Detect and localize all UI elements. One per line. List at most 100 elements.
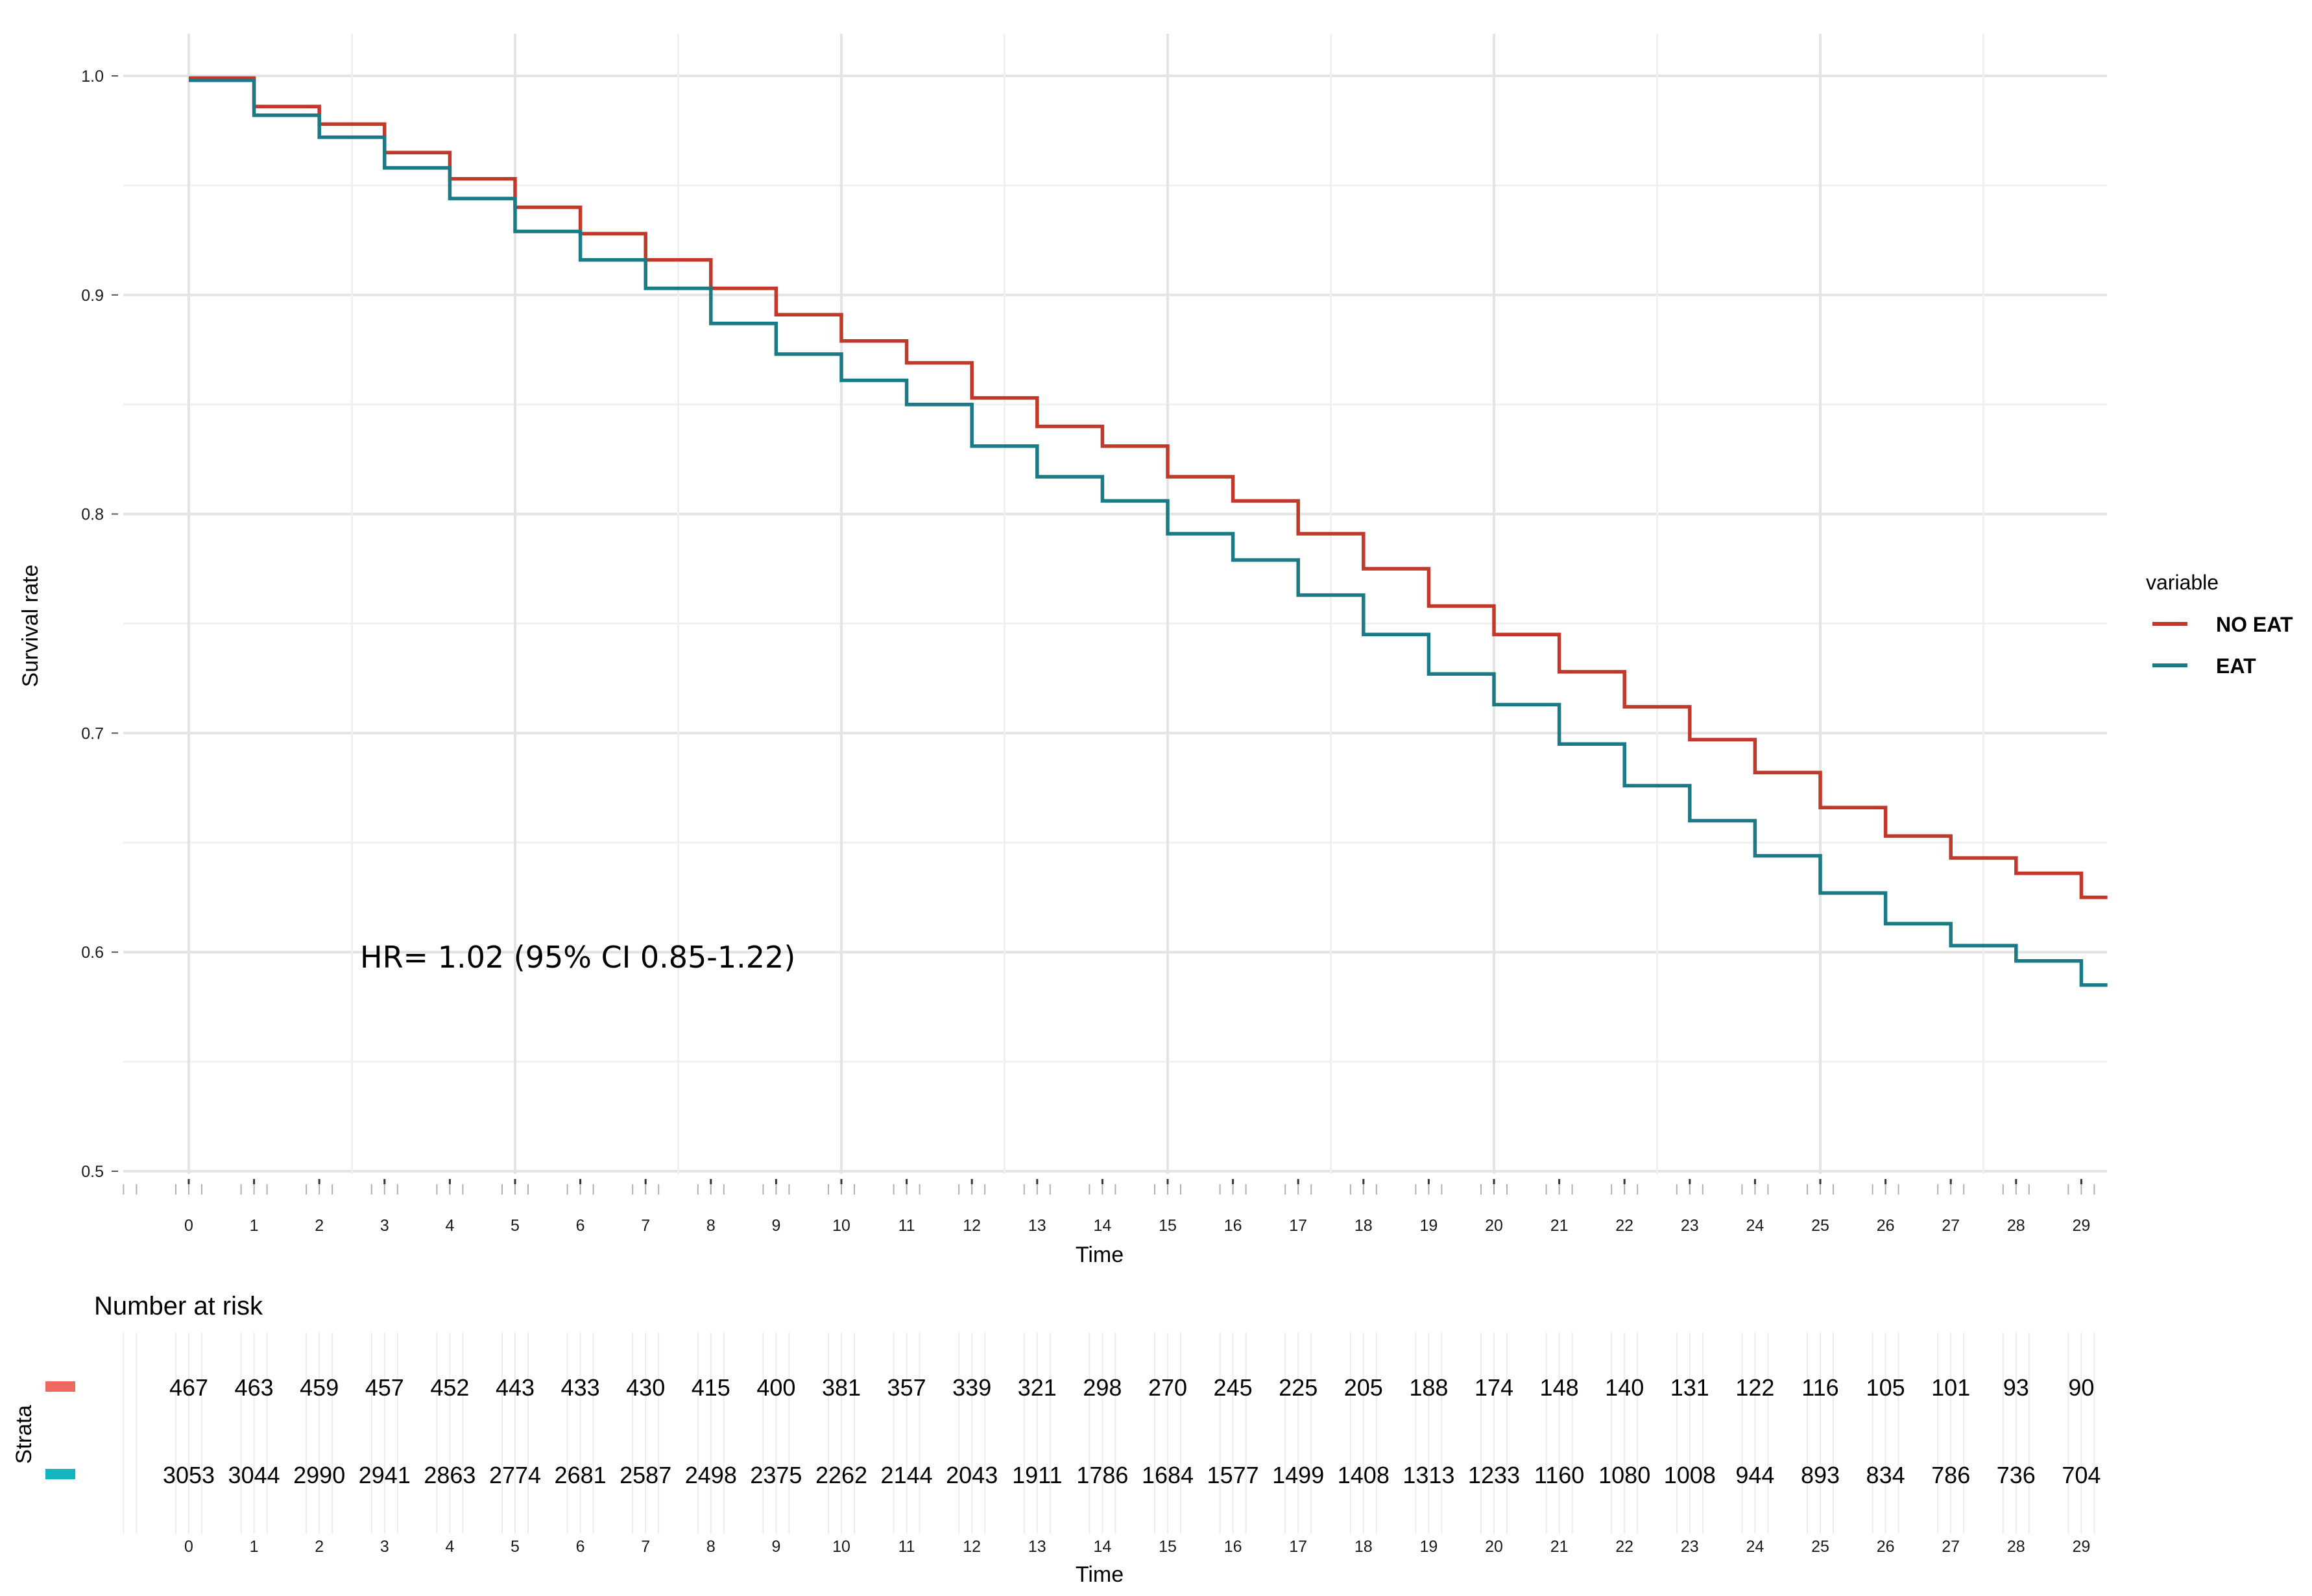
- risk-x-tick-label: 13: [1028, 1538, 1046, 1556]
- x-tick-label: 9: [771, 1217, 780, 1235]
- y-axis-title: Survival rate: [18, 565, 43, 687]
- risk-x-tick-label: 26: [1877, 1538, 1895, 1556]
- risk-count-no-eat: 357: [887, 1374, 926, 1401]
- risk-count-eat: 1499: [1272, 1462, 1324, 1488]
- y-tick-label: 0.6: [81, 944, 104, 962]
- risk-x-tick-label: 3: [380, 1538, 389, 1556]
- x-tick-label: 1: [250, 1217, 259, 1235]
- risk-count-no-eat: 457: [365, 1374, 404, 1401]
- x-axis-title: Time: [1076, 1243, 1124, 1267]
- risk-count-no-eat: 433: [561, 1374, 600, 1401]
- series-line-eat: [189, 78, 2108, 987]
- x-tick-label: 13: [1028, 1217, 1046, 1235]
- risk-x-axis: 0 1 2 3 4 5 6 7 8 9 10 11 12 13 14 15 16 17 18 19 20 21 22 23 24…: [184, 1538, 2090, 1556]
- risk-count-no-eat: 225: [1279, 1374, 1318, 1401]
- risk-count-eat: 1313: [1403, 1462, 1454, 1488]
- grid: [123, 34, 2107, 1174]
- legend-label-no-eat: NO EAT: [2216, 613, 2293, 636]
- risk-x-tick-label: 6: [576, 1538, 585, 1556]
- risk-count-no-eat: 415: [692, 1374, 730, 1401]
- risk-x-tick-label: 15: [1159, 1538, 1177, 1556]
- risk-x-tick-label: 25: [1811, 1538, 1829, 1556]
- risk-count-eat: 2375: [750, 1462, 802, 1488]
- risk-count-no-eat: 467: [169, 1374, 208, 1401]
- risk-count-eat: 1911: [1012, 1462, 1062, 1488]
- x-tick-label: 25: [1811, 1217, 1829, 1235]
- risk-count-no-eat: 174: [1475, 1374, 1513, 1401]
- risk-count-no-eat: 270: [1148, 1374, 1187, 1401]
- risk-x-tick-label: 1: [250, 1538, 259, 1556]
- x-tick-label: 16: [1224, 1217, 1242, 1235]
- risk-x-tick-label: 14: [1093, 1538, 1111, 1556]
- risk-x-tick-label: 28: [2007, 1538, 2025, 1556]
- risk-count-no-eat: 122: [1735, 1374, 1774, 1401]
- y-tick-label: 0.9: [81, 287, 104, 305]
- risk-count-eat: 1577: [1207, 1462, 1259, 1488]
- risk-x-tick-label: 19: [1419, 1538, 1438, 1556]
- risk-x-tick-label: 16: [1224, 1538, 1242, 1556]
- risk-x-tick-label: 9: [771, 1538, 780, 1556]
- strata-key-eat: [45, 1469, 75, 1479]
- risk-count-eat: 1008: [1664, 1462, 1716, 1488]
- y-tick-label: 0.5: [81, 1163, 104, 1181]
- risk-count-eat: 893: [1801, 1462, 1840, 1488]
- x-axis: 0 1 2 3 4 5 6 7 8 9 10 11 12 13 14 15 16 17 18 19 20 21 22 23 24…: [123, 1179, 2095, 1235]
- risk-x-tick-label: 24: [1746, 1538, 1764, 1556]
- risk-x-tick-label: 7: [641, 1538, 650, 1556]
- y-axis: 0.5 0.6 0.7 0.8 0.9 1.0: [81, 67, 118, 1181]
- risk-x-tick-label: 0: [184, 1538, 193, 1556]
- risk-x-tick-label: 5: [511, 1538, 520, 1556]
- risk-count-eat: 1684: [1142, 1462, 1194, 1488]
- risk-x-tick-label: 23: [1681, 1538, 1699, 1556]
- risk-count-no-eat: 148: [1540, 1374, 1579, 1401]
- risk-count-eat: 834: [1866, 1462, 1905, 1488]
- legend-label-eat: EAT: [2216, 654, 2256, 678]
- risk-count-eat: 2262: [815, 1462, 867, 1488]
- main-panel: 0.50.60.70.80.91.0 0 1 2 3 4 5 6 7 8 9 10 11 12 13 14 1…: [18, 34, 2108, 1267]
- y-tick-label: 1.0: [81, 67, 104, 86]
- strata-key-no-eat: [45, 1381, 75, 1392]
- risk-x-tick-label: 4: [445, 1538, 454, 1556]
- risk-count-eat: 2990: [293, 1462, 345, 1488]
- risk-x-tick-label: 12: [963, 1538, 981, 1556]
- x-tick-label: 15: [1159, 1217, 1177, 1235]
- x-tick-label: 4: [445, 1217, 454, 1235]
- risk-count-no-eat: 321: [1018, 1374, 1057, 1401]
- risk-table-xlabel: Time: [1076, 1562, 1124, 1587]
- x-tick-label: 6: [576, 1217, 585, 1235]
- x-tick-label: 0: [184, 1217, 193, 1235]
- x-tick-label: 28: [2007, 1217, 2025, 1235]
- y-tick-label: 0.7: [81, 724, 104, 743]
- x-tick-label: 7: [641, 1217, 650, 1235]
- risk-x-tick-label: 18: [1355, 1538, 1373, 1556]
- risk-count-no-eat: 459: [300, 1374, 339, 1401]
- risk-table-ylabel: Strata: [12, 1405, 36, 1464]
- risk-count-no-eat: 430: [626, 1374, 665, 1401]
- risk-count-eat: 2774: [489, 1462, 541, 1488]
- risk-count-eat: 2941: [359, 1462, 411, 1488]
- risk-count-no-eat: 452: [430, 1374, 469, 1401]
- x-tick-label: 3: [380, 1217, 389, 1235]
- risk-count-eat: 2863: [424, 1462, 476, 1488]
- risk-count-no-eat: 298: [1083, 1374, 1122, 1401]
- risk-count-no-eat: 188: [1409, 1374, 1448, 1401]
- risk-count-no-eat: 101: [1931, 1374, 1970, 1401]
- risk-table: Number at risk 467 463 459 457 452 443 433 430 4…: [12, 1292, 2101, 1587]
- risk-count-eat: 786: [1931, 1462, 1970, 1488]
- risk-count-no-eat: 381: [822, 1374, 861, 1401]
- x-tick-label: 2: [315, 1217, 324, 1235]
- risk-count-eat: 944: [1735, 1462, 1774, 1488]
- risk-count-eat: 1786: [1076, 1462, 1128, 1488]
- x-tick-label: 10: [832, 1217, 850, 1235]
- risk-count-no-eat: 105: [1866, 1374, 1905, 1401]
- risk-count-eat: 2144: [881, 1462, 933, 1488]
- risk-x-tick-label: 21: [1550, 1538, 1569, 1556]
- risk-count-eat: 1080: [1598, 1462, 1650, 1488]
- risk-count-no-eat: 463: [235, 1374, 274, 1401]
- x-tick-label: 18: [1355, 1217, 1373, 1235]
- x-tick-label: 27: [1942, 1217, 1960, 1235]
- risk-count-no-eat: 245: [1214, 1374, 1253, 1401]
- risk-count-eat: 3044: [228, 1462, 280, 1488]
- risk-count-eat: 704: [2062, 1462, 2101, 1488]
- x-tick-label: 26: [1877, 1217, 1895, 1235]
